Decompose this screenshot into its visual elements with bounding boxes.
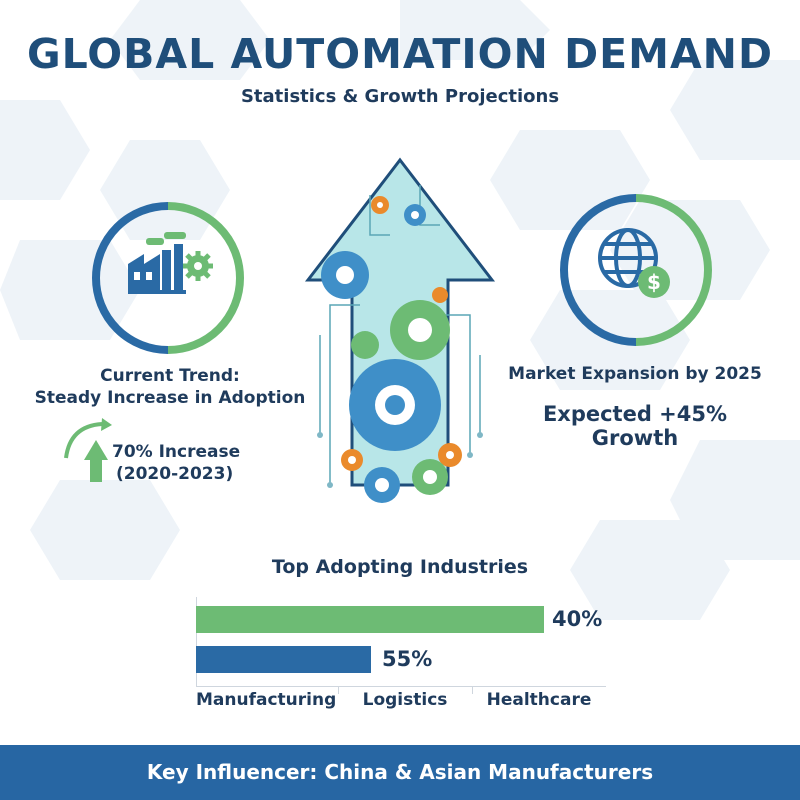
increase-value: 70% Increase bbox=[112, 442, 241, 462]
globe-dollar-icon: $ bbox=[560, 194, 712, 346]
svg-text:$: $ bbox=[647, 270, 661, 294]
growth-text: Expected +45% Growth bbox=[542, 402, 728, 450]
industries-heading: Top Adopting Industries bbox=[271, 556, 529, 578]
bar-label: 40% bbox=[552, 607, 603, 631]
footer-banner: Key Influencer: China & Asian Manufactur… bbox=[0, 745, 800, 800]
increase-period: (2020-2023) bbox=[116, 464, 234, 484]
category-label: Logistics bbox=[362, 690, 448, 710]
tick bbox=[338, 686, 339, 694]
up-arrow-icon bbox=[64, 418, 112, 482]
trend-title: Current Trend: bbox=[100, 366, 240, 386]
bar-logistics bbox=[196, 646, 371, 673]
page-subtitle: Statistics & Growth Projections bbox=[240, 86, 560, 107]
category-label: Manufacturing bbox=[196, 690, 337, 710]
axis-line bbox=[196, 597, 197, 687]
gear-arrow-icon bbox=[304, 157, 496, 503]
trend-text: Steady Increase in Adoption bbox=[34, 388, 306, 408]
bar-manufacturing bbox=[196, 606, 544, 633]
expansion-title: Market Expansion by 2025 bbox=[508, 364, 762, 384]
page-title: GLOBAL AUTOMATION DEMAND bbox=[26, 30, 774, 78]
bar-label: 55% bbox=[382, 647, 433, 671]
footer-text: Key Influencer: China & Asian Manufactur… bbox=[146, 760, 654, 784]
category-label: Healthcare bbox=[486, 690, 592, 710]
tick bbox=[472, 686, 473, 694]
factory-gear-icon bbox=[92, 202, 244, 354]
baseline bbox=[196, 686, 606, 687]
